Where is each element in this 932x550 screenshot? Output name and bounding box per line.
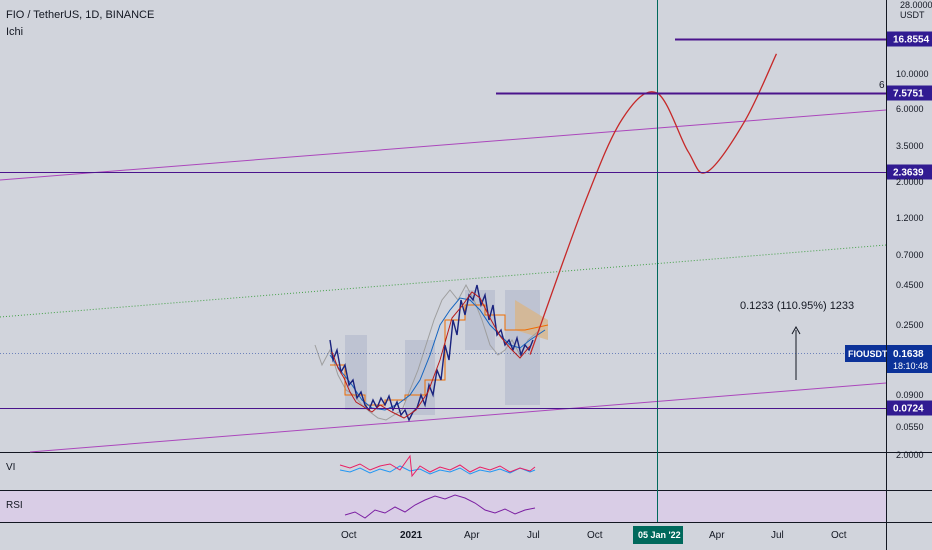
vi-minus-line (339, 454, 536, 478)
time-label-apr-2021: Apr (464, 530, 480, 541)
price-tick-5: 1.2000 (896, 213, 924, 223)
price-tick-3: 3.5000 (896, 141, 924, 151)
conversion-line (329, 297, 546, 411)
price-candles-line (329, 284, 534, 422)
time-label-highlight: 05 Jan '22 (638, 530, 681, 540)
time-label-jul-2021: Jul (527, 530, 540, 541)
axis-top-tick: 28.0000 (900, 0, 932, 10)
channel-lower-line[interactable] (29, 382, 887, 453)
symbol-title[interactable]: FIO / TetherUS, 1D, BINANCE (6, 9, 155, 21)
time-label-oct-2022: Oct (831, 530, 847, 541)
time-axis[interactable]: Oct 2021 Apr Jul Oct 05 Jan '22 Apr Jul … (341, 526, 847, 544)
vi-pane-label[interactable]: VI (6, 462, 16, 473)
rsi-line (344, 494, 536, 519)
price-tick-1: 10.0000 (896, 69, 929, 79)
price-tick-4: 2.0000 (896, 177, 924, 187)
vi-axis-tick: 2.0000 (896, 450, 924, 460)
price-axis[interactable]: 28.0000 USDT 6 10.0000 6.0000 3.5000 2.0… (879, 0, 932, 460)
current-price-tag[interactable]: FIOUSDT 0.1638 18:10:48 (845, 345, 932, 373)
vi-plus-line (339, 465, 536, 475)
level-tag-bg-0 (887, 31, 932, 47)
base-line (330, 304, 549, 406)
measure-label: 0.1233 (110.95%) 1233 (740, 300, 854, 312)
time-label-apr-2022: Apr (709, 530, 725, 541)
current-symbol: FIOUSDT (848, 349, 888, 359)
price-tick-2: 6.0000 (896, 104, 924, 114)
level-tag-1[interactable]: 7.5751 (893, 89, 924, 100)
axis-currency: USDT (900, 10, 925, 20)
price-tick-6: 0.7000 (896, 250, 924, 260)
level-tag-bg-3 (887, 400, 932, 416)
level-tag-2[interactable]: 2.3639 (893, 168, 924, 179)
time-label-oct-2020: Oct (341, 530, 357, 541)
time-label-oct-2021: Oct (587, 530, 603, 541)
price-candles-red (331, 291, 531, 419)
channel-upper-line[interactable] (0, 109, 887, 181)
level-tag-3[interactable]: 0.0724 (893, 404, 924, 415)
current-countdown: 18:10:48 (893, 361, 928, 371)
ichimoku-cloud (345, 290, 548, 415)
price-tick-9: 0.0900 (896, 390, 924, 400)
price-tick-10: 0.0550 (896, 422, 924, 432)
indicator-label[interactable]: Ichi (6, 26, 24, 38)
trend-dotted-line[interactable] (0, 244, 887, 318)
side-marker: 6 (879, 80, 885, 91)
level-tag-0[interactable]: 16.8554 (893, 35, 930, 46)
current-price-value: 0.1638 (893, 349, 924, 360)
price-tick-7: 0.4500 (896, 280, 924, 290)
rsi-pane-bg (0, 490, 886, 522)
rsi-pane-label[interactable]: RSI (6, 500, 23, 511)
time-label-2021: 2021 (400, 530, 423, 541)
level-tag-bg-2 (887, 164, 932, 180)
level-tag-bg-1 (887, 85, 932, 101)
price-tick-8: 0.2500 (896, 320, 924, 330)
measure-arrow-head (791, 325, 801, 335)
projection-curve[interactable] (529, 53, 778, 355)
time-highlight-bg (633, 526, 683, 544)
time-label-jul-2022: Jul (771, 530, 784, 541)
main-pane-bg (0, 0, 886, 452)
